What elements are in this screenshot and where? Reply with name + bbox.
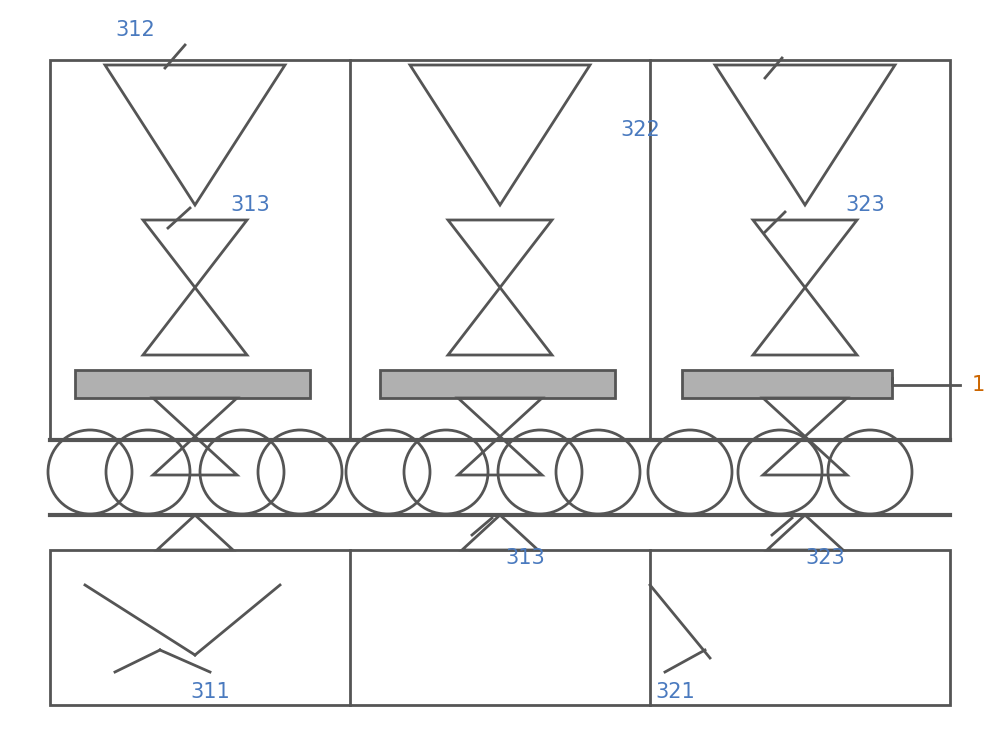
Bar — [380, 370, 615, 398]
Text: 313: 313 — [505, 548, 545, 568]
Bar — [50, 550, 950, 705]
Text: 322: 322 — [620, 120, 660, 140]
Text: 323: 323 — [845, 195, 885, 215]
Text: 323: 323 — [805, 548, 845, 568]
Bar — [682, 370, 892, 398]
Text: 311: 311 — [190, 682, 230, 702]
Bar — [50, 60, 950, 440]
Bar — [75, 370, 310, 398]
Text: 312: 312 — [115, 20, 155, 40]
Text: 313: 313 — [230, 195, 270, 215]
Text: 321: 321 — [655, 682, 695, 702]
Text: 1: 1 — [972, 375, 985, 395]
